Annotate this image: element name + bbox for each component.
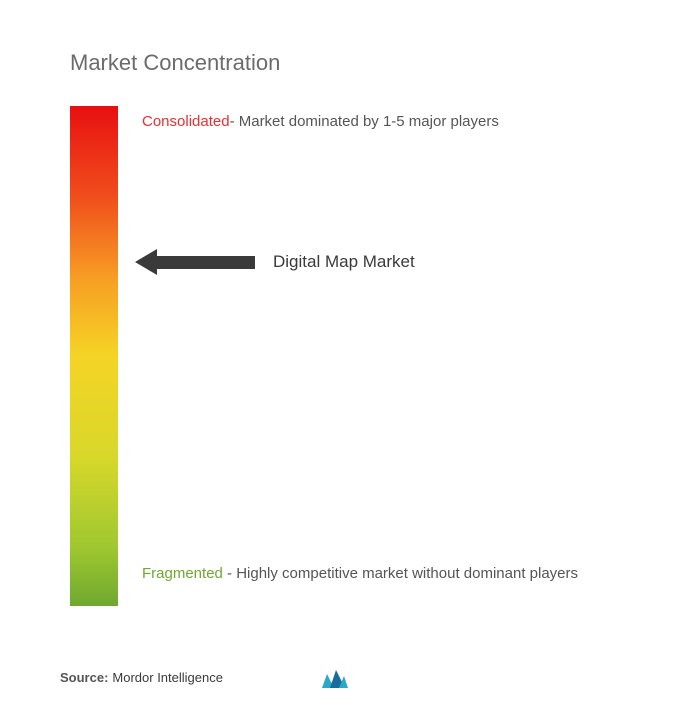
source-label: Source:	[60, 670, 108, 685]
arrow-left-icon	[135, 252, 255, 272]
page-title: Market Concentration	[70, 50, 653, 76]
consolidated-highlight: Consolidated	[142, 113, 230, 130]
source-attribution: Source: Mordor Intelligence	[60, 670, 223, 685]
fragmented-label: Fragmented - Highly competitive market w…	[142, 561, 578, 587]
consolidated-description: - Market dominated by 1-5 major players	[230, 113, 499, 130]
market-position-marker: Digital Map Market	[135, 252, 415, 272]
chart-area: Consolidated- Market dominated by 1-5 ma…	[60, 106, 653, 626]
mordor-logo-icon	[320, 668, 350, 692]
market-name-label: Digital Map Market	[273, 252, 415, 272]
source-value: Mordor Intelligence	[112, 670, 223, 685]
concentration-gradient-bar	[70, 106, 118, 606]
fragmented-description: - Highly competitive market without domi…	[223, 565, 578, 582]
fragmented-highlight: Fragmented	[142, 565, 223, 582]
consolidated-label: Consolidated- Market dominated by 1-5 ma…	[142, 111, 499, 132]
